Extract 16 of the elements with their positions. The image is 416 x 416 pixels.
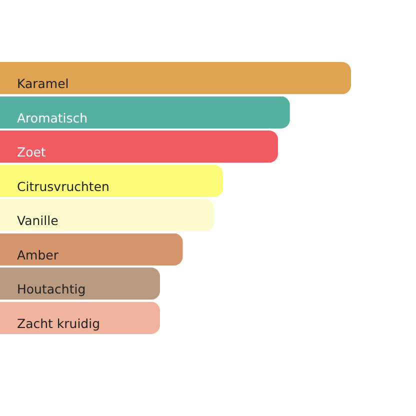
y-tick-label: Citrusvruchten: [17, 178, 110, 194]
y-tick-label: Amber: [17, 247, 60, 262]
bar: [0, 164, 223, 197]
bar: [0, 268, 160, 300]
bar: [0, 130, 278, 163]
y-tick-label: Aromatisch: [17, 110, 88, 126]
y-tick-label: Zacht kruidig: [17, 316, 100, 331]
bar: [0, 199, 214, 232]
bar: [0, 96, 290, 128]
y-tick-label: Zoet: [17, 144, 46, 160]
bar: [0, 233, 183, 266]
y-tick-label: Houtachtig: [17, 282, 86, 297]
bar: [0, 62, 351, 94]
bar: [0, 302, 160, 334]
y-tick-label: Vanille: [17, 213, 59, 228]
y-tick-label: Karamel: [17, 76, 69, 92]
